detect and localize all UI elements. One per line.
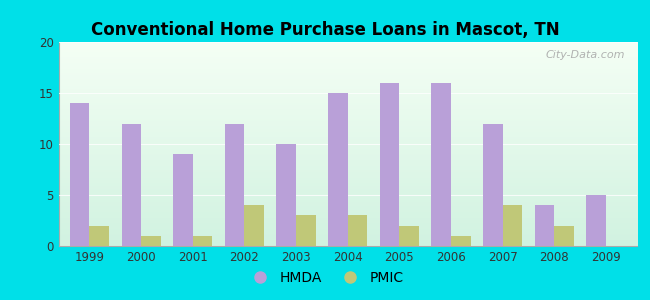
Bar	[451, 236, 471, 246]
Bar	[535, 205, 554, 246]
Legend: HMDA, PMIC: HMDA, PMIC	[241, 265, 409, 290]
Bar	[399, 226, 419, 246]
Bar	[70, 103, 90, 246]
Bar	[225, 124, 244, 246]
Bar	[380, 83, 399, 246]
Bar	[122, 124, 141, 246]
Bar	[90, 226, 109, 246]
Bar	[483, 124, 502, 246]
Bar	[296, 215, 316, 246]
Text: Conventional Home Purchase Loans in Mascot, TN: Conventional Home Purchase Loans in Masc…	[91, 21, 559, 39]
Bar	[193, 236, 213, 246]
Bar	[244, 205, 264, 246]
Bar	[173, 154, 193, 246]
Bar	[348, 215, 367, 246]
Bar	[328, 93, 348, 246]
Text: City-Data.com: City-Data.com	[546, 50, 625, 60]
Bar	[432, 83, 451, 246]
Bar	[554, 226, 574, 246]
Bar	[502, 205, 523, 246]
Bar	[141, 236, 161, 246]
Bar	[276, 144, 296, 246]
Bar	[586, 195, 606, 246]
